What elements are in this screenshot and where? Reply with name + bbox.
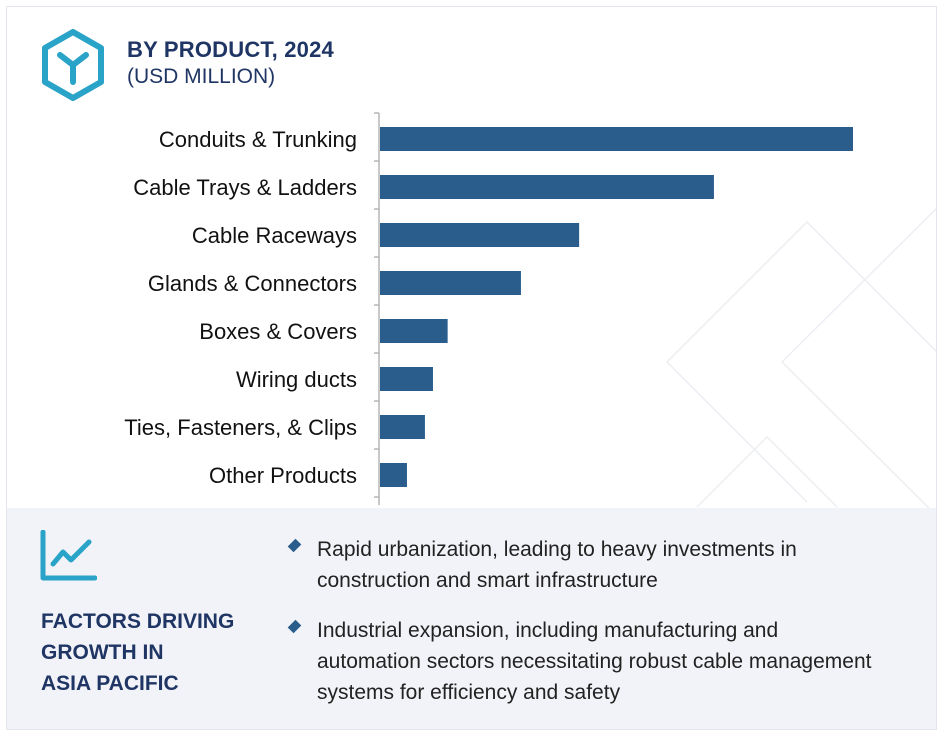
list-item: Rapid urbanization, leading to heavy inv… [287, 534, 887, 596]
chart-subtitle: (USD MILLION) [127, 65, 276, 88]
category-label: Ties, Fasteners, & Clips [124, 415, 357, 440]
chart-title: BY PRODUCT, 2024 [127, 37, 334, 62]
factor-text: Industrial expansion, including manufact… [317, 619, 872, 704]
infographic-card: BY PRODUCT, 2024 (USD MILLION) Conduits … [6, 6, 937, 730]
bar [380, 223, 580, 247]
growth-chart-icon [40, 530, 97, 581]
list-item: Industrial expansion, including manufact… [287, 615, 887, 708]
category-label: Cable Raceways [192, 223, 357, 248]
bar [380, 127, 853, 151]
category-label: Other Products [209, 463, 357, 488]
factors-list: Rapid urbanization, leading to heavy inv… [287, 534, 887, 727]
factors-panel: FACTORS DRIVING GROWTH IN ASIA PACIFIC R… [7, 508, 936, 729]
background-decoration [666, 207, 936, 517]
bar [380, 463, 407, 487]
factors-title: FACTORS DRIVING GROWTH IN ASIA PACIFIC [41, 610, 235, 695]
category-label: Wiring ducts [236, 367, 357, 392]
category-label: Boxes & Covers [199, 319, 357, 344]
diamond-bullet-icon [287, 619, 302, 634]
category-label: Conduits & Trunking [159, 127, 357, 152]
diamond-bullet-icon [287, 538, 302, 553]
cube-y-icon [42, 29, 104, 101]
factor-text: Rapid urbanization, leading to heavy inv… [317, 538, 797, 592]
bar [380, 367, 433, 391]
bar [380, 319, 448, 343]
bar [380, 271, 521, 295]
bar [380, 415, 425, 439]
category-label: Glands & Connectors [148, 271, 357, 296]
bar [380, 175, 714, 199]
bar-chart: Conduits & Trunking Cable Trays & Ladders… [124, 112, 853, 505]
category-label: Cable Trays & Ladders [133, 175, 357, 200]
